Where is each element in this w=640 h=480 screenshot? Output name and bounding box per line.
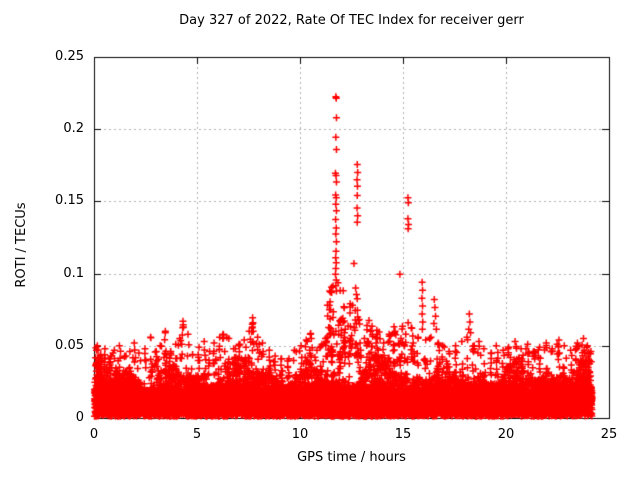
x-tick-label: 25 bbox=[600, 427, 618, 442]
x-tick-label: 0 bbox=[89, 427, 99, 442]
x-tick-label: 5 bbox=[192, 427, 202, 442]
x-tick-label: 15 bbox=[394, 427, 412, 442]
x-tick-label: 20 bbox=[497, 427, 515, 442]
y-tick-label: 0.1 bbox=[63, 266, 84, 281]
x-tick-label: 10 bbox=[291, 427, 309, 442]
chart-title: Day 327 of 2022, Rate Of TEC Index for r… bbox=[179, 13, 524, 28]
y-tick-label: 0.05 bbox=[55, 338, 84, 353]
y-tick-label: 0 bbox=[75, 410, 84, 425]
y-tick-label: 0.15 bbox=[55, 193, 84, 208]
x-axis-label: GPS time / hours bbox=[297, 450, 406, 465]
y-tick-label: 0.25 bbox=[55, 49, 84, 64]
y-tick-label: 0.2 bbox=[63, 121, 84, 136]
